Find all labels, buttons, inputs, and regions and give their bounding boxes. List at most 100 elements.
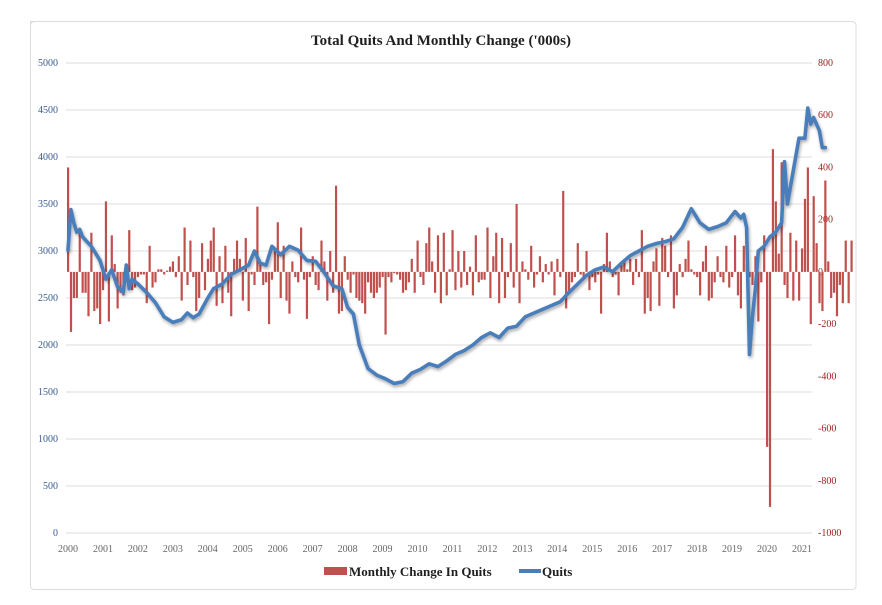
bar — [163, 271, 166, 275]
bar — [599, 271, 603, 314]
bar — [681, 271, 684, 278]
bar — [265, 271, 268, 283]
y-left-tick-label: 3000 — [38, 246, 58, 257]
bar — [233, 258, 236, 272]
bar — [297, 271, 300, 283]
bar — [800, 248, 804, 272]
bar — [477, 271, 480, 283]
bar — [364, 271, 367, 314]
bar — [550, 261, 553, 272]
bar — [235, 240, 239, 272]
bar — [332, 271, 335, 293]
bar — [256, 206, 259, 272]
bar — [84, 271, 87, 293]
y-right-tick-label: 800 — [818, 58, 833, 69]
bar — [90, 232, 93, 272]
bar — [448, 269, 451, 272]
bar — [832, 271, 836, 293]
bar — [474, 235, 477, 272]
bar — [419, 271, 422, 278]
bar — [728, 271, 731, 288]
y-right-tick-label: -200 — [818, 319, 836, 330]
x-tick-label: 2017 — [652, 544, 672, 555]
bar — [157, 269, 160, 272]
bar — [492, 256, 495, 272]
bar — [454, 271, 457, 291]
bar — [847, 271, 850, 304]
bar — [457, 251, 460, 272]
bar — [189, 240, 192, 272]
bar — [687, 240, 690, 272]
quits-line — [66, 106, 828, 386]
bar — [384, 271, 387, 335]
bar — [486, 227, 489, 272]
legend-label-bars: Monthly Change In Quits — [349, 564, 492, 579]
y-right-tick-label: 600 — [818, 110, 833, 121]
bar — [495, 232, 498, 272]
y-right-tick-label: -800 — [818, 476, 836, 487]
bar — [311, 256, 314, 272]
bar — [139, 271, 143, 275]
bar — [768, 271, 772, 507]
x-tick-label: 2006 — [268, 544, 288, 555]
bar — [110, 235, 113, 272]
bar — [183, 227, 186, 272]
bar — [719, 271, 722, 278]
bar — [704, 245, 708, 272]
bar — [803, 198, 807, 272]
y-left-tick-label: 5000 — [38, 58, 58, 69]
bar — [722, 271, 725, 283]
bar — [530, 245, 533, 272]
bar — [573, 271, 576, 278]
bar — [302, 271, 306, 280]
bar — [431, 261, 434, 272]
bar — [798, 271, 801, 301]
bar — [795, 240, 798, 272]
bar — [270, 271, 274, 280]
chart-outer-border — [30, 21, 857, 590]
bar — [489, 271, 492, 298]
y-left-tick-label: 0 — [53, 528, 58, 539]
bar — [78, 230, 81, 272]
bar — [498, 271, 501, 304]
x-tick-label: 2001 — [93, 544, 113, 555]
bar — [192, 271, 195, 278]
y-left-tick-label: 500 — [43, 481, 58, 492]
x-tick-label: 2007 — [303, 544, 323, 555]
bar — [206, 258, 209, 272]
bar — [725, 245, 728, 272]
bar — [637, 271, 641, 278]
bar — [815, 243, 818, 272]
bar — [617, 271, 620, 296]
bar — [585, 251, 588, 272]
y-left-tick-label: 4500 — [38, 105, 58, 116]
bar — [142, 271, 145, 275]
bar — [87, 271, 90, 317]
y-left-tick-label: 1500 — [38, 387, 58, 398]
bar — [713, 271, 716, 283]
bar — [594, 271, 597, 283]
bar — [771, 149, 775, 272]
legend-swatch-bars — [324, 567, 347, 575]
bar — [262, 271, 265, 285]
bar — [209, 240, 212, 272]
x-tick-label: 2020 — [757, 544, 777, 555]
bar — [809, 271, 812, 325]
bar — [413, 271, 416, 293]
bar — [428, 227, 431, 272]
bar — [512, 271, 515, 288]
bar-series-monthly-change — [67, 149, 853, 507]
bar — [806, 167, 809, 272]
y-left-tick-label: 2000 — [38, 340, 58, 351]
bar — [541, 271, 544, 283]
bar — [308, 271, 311, 278]
x-tick-label: 2004 — [198, 544, 218, 555]
y-left-tick-label: 2500 — [38, 293, 58, 304]
bar — [760, 271, 763, 283]
bar — [445, 271, 448, 296]
bar — [200, 243, 204, 272]
bar — [521, 261, 524, 272]
bar — [460, 271, 463, 288]
bar — [533, 271, 536, 288]
